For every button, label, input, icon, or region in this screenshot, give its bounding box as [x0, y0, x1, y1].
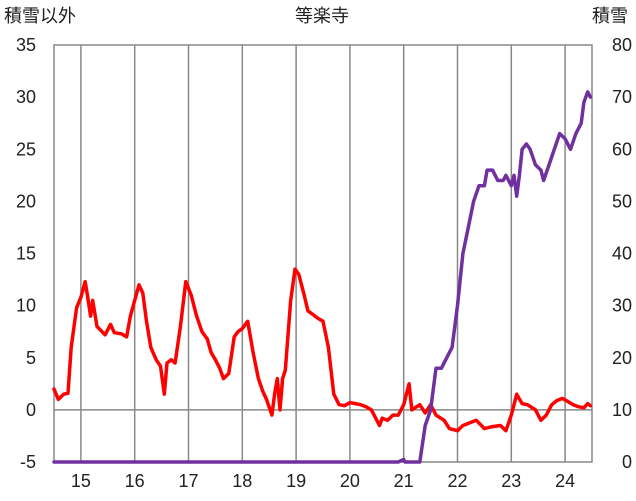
- x-tick-label: 21: [394, 471, 414, 491]
- chart-title: 等楽寺: [295, 6, 349, 27]
- right-axis-label: 積雪: [592, 6, 628, 27]
- y-right-tick-label: 0: [622, 452, 632, 472]
- y-left-axis-ticks: 35 30 25 20 15 10 5 0 -5: [16, 35, 36, 472]
- y-left-tick-label: 10: [16, 296, 36, 316]
- x-tick-label: 18: [232, 471, 252, 491]
- y-right-tick-label: 50: [612, 191, 632, 211]
- x-tick-label: 16: [125, 471, 145, 491]
- y-right-tick-label: 20: [612, 348, 632, 368]
- x-tick-label: 20: [340, 471, 360, 491]
- x-tick-label: 22: [447, 471, 467, 491]
- x-tick-label: 17: [178, 471, 198, 491]
- y-right-tick-label: 30: [612, 296, 632, 316]
- y-right-tick-label: 70: [612, 87, 632, 107]
- x-axis-ticks: 15 16 17 18 19 20 21 22 23 24: [71, 471, 575, 491]
- left-axis-label: 積雪以外: [4, 6, 76, 27]
- y-left-tick-label: 20: [16, 191, 36, 211]
- x-tick-label: 24: [555, 471, 575, 491]
- y-left-tick-label: 5: [26, 348, 36, 368]
- y-left-tick-label: 0: [26, 400, 36, 420]
- y-left-tick-label: 35: [16, 35, 36, 55]
- y-left-tick-label: 25: [16, 139, 36, 159]
- y-right-tick-label: 80: [612, 35, 632, 55]
- y-right-tick-label: 40: [612, 244, 632, 264]
- y-right-axis-ticks: 80 70 60 50 40 30 20 10 0: [612, 35, 632, 472]
- series-layer: [52, 90, 593, 464]
- y-right-tick-label: 60: [612, 139, 632, 159]
- series-line-1: [52, 90, 593, 464]
- y-left-tick-label: -5: [20, 452, 36, 472]
- y-left-tick-label: 15: [16, 244, 36, 264]
- x-tick-label: 19: [286, 471, 306, 491]
- x-tick-label: 23: [501, 471, 521, 491]
- series-line-0: [52, 267, 593, 433]
- y-left-tick-label: 30: [16, 87, 36, 107]
- y-right-tick-label: 10: [612, 400, 632, 420]
- x-tick-label: 15: [71, 471, 91, 491]
- vertical-gridlines: [80, 45, 566, 462]
